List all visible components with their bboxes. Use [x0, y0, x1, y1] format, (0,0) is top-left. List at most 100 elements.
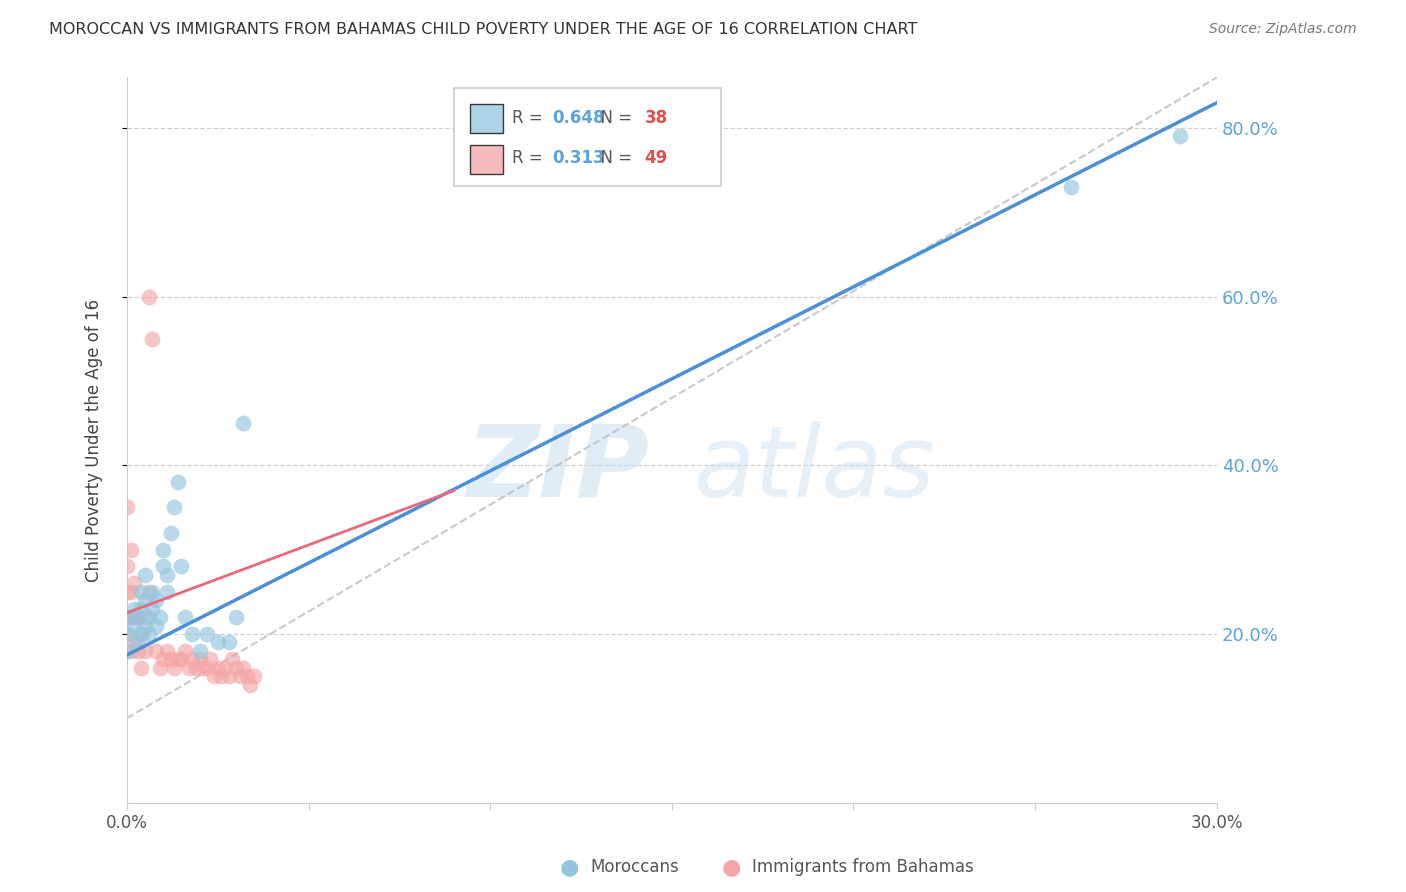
- Point: [115, 610, 138, 624]
- Text: N =: N =: [591, 149, 637, 167]
- Point: [243, 669, 266, 683]
- Point: [232, 661, 254, 675]
- Point: [131, 584, 153, 599]
- Point: [195, 627, 218, 641]
- Point: [131, 627, 153, 641]
- Point: [214, 661, 236, 675]
- Point: [156, 568, 179, 582]
- Text: 0.313: 0.313: [553, 149, 605, 167]
- Point: [131, 661, 153, 675]
- Point: [170, 652, 193, 666]
- Point: [174, 644, 197, 658]
- Point: [122, 601, 145, 615]
- Point: [181, 652, 204, 666]
- Point: [138, 627, 160, 641]
- Text: Source: ZipAtlas.com: Source: ZipAtlas.com: [1209, 22, 1357, 37]
- Point: [115, 610, 138, 624]
- Point: [174, 610, 197, 624]
- Text: N =: N =: [591, 109, 637, 128]
- Text: 49: 49: [644, 149, 668, 167]
- Point: [115, 500, 138, 515]
- Point: [131, 627, 153, 641]
- Point: [232, 416, 254, 430]
- Point: [145, 593, 167, 607]
- Point: [193, 661, 215, 675]
- Point: [145, 644, 167, 658]
- Text: Moroccans: Moroccans: [591, 858, 679, 876]
- Point: [138, 584, 160, 599]
- Point: [122, 610, 145, 624]
- Y-axis label: Child Poverty Under the Age of 16: Child Poverty Under the Age of 16: [86, 299, 103, 582]
- Text: 0.648: 0.648: [553, 109, 605, 128]
- Point: [127, 610, 149, 624]
- Point: [202, 669, 225, 683]
- Point: [122, 576, 145, 591]
- Point: [159, 525, 181, 540]
- Point: [120, 610, 142, 624]
- Point: [236, 669, 259, 683]
- Text: 38: 38: [644, 109, 668, 128]
- Point: [145, 618, 167, 632]
- Point: [1170, 129, 1192, 144]
- FancyBboxPatch shape: [470, 103, 503, 133]
- Point: [122, 618, 145, 632]
- Point: [152, 542, 174, 557]
- Point: [138, 290, 160, 304]
- Point: [218, 635, 240, 649]
- Point: [209, 669, 232, 683]
- Point: [127, 635, 149, 649]
- Point: [207, 635, 229, 649]
- Point: [166, 475, 188, 490]
- Text: ●: ●: [721, 857, 741, 877]
- Point: [134, 610, 156, 624]
- Point: [218, 669, 240, 683]
- Point: [115, 584, 138, 599]
- Point: [239, 677, 262, 691]
- Point: [134, 568, 156, 582]
- Point: [225, 661, 247, 675]
- Point: [149, 610, 172, 624]
- Point: [115, 644, 138, 658]
- Text: Immigrants from Bahamas: Immigrants from Bahamas: [752, 858, 974, 876]
- Text: atlas: atlas: [693, 420, 935, 517]
- Text: R =: R =: [512, 109, 547, 128]
- FancyBboxPatch shape: [470, 145, 503, 174]
- Point: [149, 661, 172, 675]
- Point: [134, 644, 156, 658]
- Point: [163, 661, 186, 675]
- Point: [225, 610, 247, 624]
- Point: [200, 652, 222, 666]
- Point: [166, 652, 188, 666]
- Point: [156, 644, 179, 658]
- Point: [163, 500, 186, 515]
- Point: [115, 627, 138, 641]
- Point: [177, 661, 200, 675]
- Point: [138, 610, 160, 624]
- Point: [184, 661, 207, 675]
- Point: [228, 669, 250, 683]
- Point: [156, 584, 179, 599]
- Point: [131, 601, 153, 615]
- Point: [207, 661, 229, 675]
- Point: [141, 332, 163, 346]
- Point: [188, 652, 211, 666]
- Point: [221, 652, 243, 666]
- Point: [127, 644, 149, 658]
- Point: [159, 652, 181, 666]
- Point: [122, 635, 145, 649]
- Point: [134, 593, 156, 607]
- Text: ZIP: ZIP: [467, 420, 650, 517]
- Point: [141, 601, 163, 615]
- Text: ●: ●: [560, 857, 579, 877]
- Point: [181, 627, 204, 641]
- Point: [152, 559, 174, 574]
- Point: [152, 652, 174, 666]
- FancyBboxPatch shape: [454, 88, 721, 186]
- Point: [141, 584, 163, 599]
- Point: [120, 584, 142, 599]
- Point: [170, 559, 193, 574]
- Point: [120, 542, 142, 557]
- Text: MOROCCAN VS IMMIGRANTS FROM BAHAMAS CHILD POVERTY UNDER THE AGE OF 16 CORRELATIO: MOROCCAN VS IMMIGRANTS FROM BAHAMAS CHIL…: [49, 22, 918, 37]
- Point: [115, 627, 138, 641]
- Point: [134, 618, 156, 632]
